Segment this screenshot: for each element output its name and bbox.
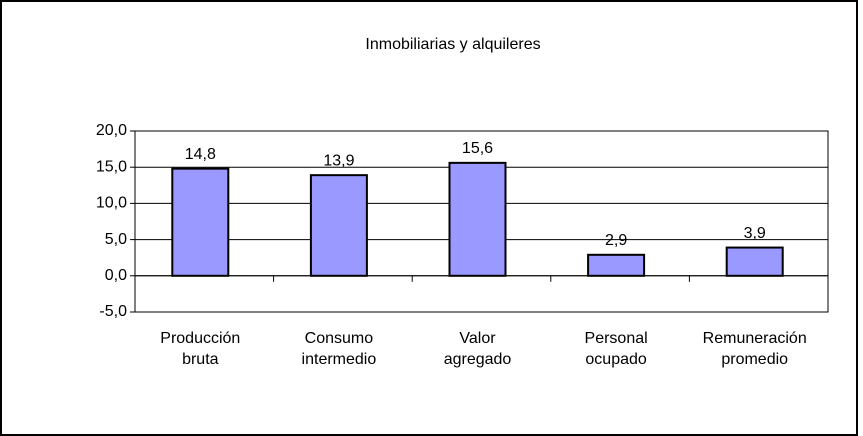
value-label: 14,8: [185, 146, 216, 163]
x-tick-label: Valor: [459, 330, 496, 347]
y-tick-label: 20,0: [96, 122, 127, 139]
value-label: 2,9: [605, 232, 627, 249]
y-tick-label: -5,0: [99, 303, 127, 320]
value-label: 13,9: [323, 152, 354, 169]
x-tick-label: Producción: [160, 330, 240, 347]
bar: [587, 253, 646, 277]
y-tick-label: 15,0: [96, 158, 127, 175]
x-tick-label: bruta: [182, 351, 219, 368]
x-tick-label: promedio: [721, 351, 788, 368]
value-label: 3,9: [744, 225, 766, 242]
bar: [448, 161, 507, 277]
chart-title: Inmobiliarias y alquileres: [365, 36, 540, 53]
x-tick-label: ocupado: [585, 351, 646, 368]
value-label: 15,6: [462, 140, 493, 157]
bar: [309, 174, 368, 277]
bar: [171, 167, 230, 277]
x-tick-label: Consumo: [305, 330, 374, 347]
y-tick-label: 0,0: [105, 267, 127, 284]
x-tick-label: Personal: [585, 330, 648, 347]
x-tick-label: Remuneración: [703, 330, 807, 347]
y-tick-label: 5,0: [105, 231, 127, 248]
x-tick-label: intermedio: [302, 351, 377, 368]
x-tick-label: agregado: [444, 351, 512, 368]
bar: [725, 246, 784, 277]
y-tick-label: 10,0: [96, 195, 127, 212]
